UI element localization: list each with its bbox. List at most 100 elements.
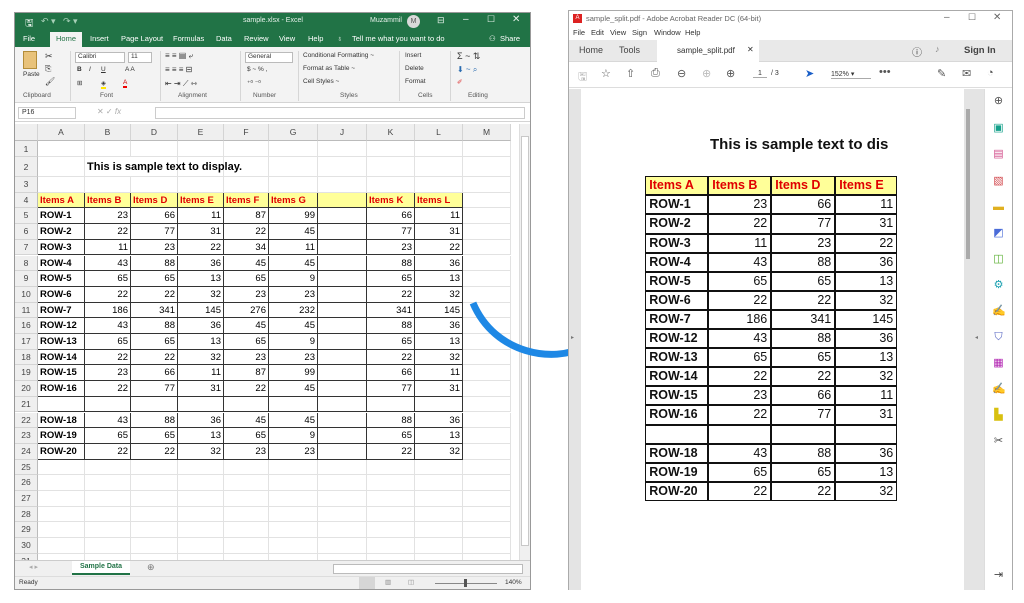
next-page-icon[interactable]: ⊕ (726, 68, 736, 80)
data-cell[interactable] (318, 302, 367, 319)
bold-button[interactable]: B (77, 66, 82, 73)
data-cell[interactable]: 45 (224, 412, 269, 429)
cell[interactable] (224, 553, 269, 560)
tab-tools[interactable]: Tools (619, 45, 641, 55)
data-cell[interactable]: 88 (131, 412, 178, 429)
tab-home[interactable]: Home (579, 45, 604, 55)
data-cell[interactable]: ROW-15 (38, 365, 85, 382)
currency-percent-icons[interactable]: $ ~ % , (247, 66, 268, 73)
data-cell[interactable]: 32 (415, 349, 463, 366)
cell[interactable] (415, 491, 463, 507)
ribbon-display-icon[interactable]: ⊟ (437, 15, 445, 25)
cell[interactable] (463, 459, 511, 476)
data-cell[interactable]: 13 (415, 334, 463, 350)
data-cell[interactable] (178, 396, 224, 413)
cell[interactable] (415, 177, 463, 193)
cell[interactable] (38, 475, 85, 491)
data-cell[interactable]: 11 (178, 365, 224, 382)
copy-icon[interactable]: ⎘ (45, 64, 52, 73)
tab-formulas[interactable]: Formulas (173, 34, 205, 43)
cell[interactable] (463, 506, 511, 523)
data-cell[interactable]: ROW-3 (38, 239, 85, 256)
data-cell[interactable]: 11 (415, 208, 463, 225)
data-cell[interactable]: 22 (367, 286, 415, 303)
zoom-slider-thumb[interactable] (464, 579, 467, 587)
data-cell[interactable]: 36 (415, 318, 463, 334)
cell[interactable] (463, 192, 511, 209)
data-cell[interactable]: 45 (269, 318, 318, 334)
data-cell[interactable] (318, 428, 367, 444)
cell[interactable] (463, 177, 511, 193)
previous-page-icon[interactable]: ⊕ (702, 68, 712, 80)
data-cell[interactable] (318, 224, 367, 240)
data-cell[interactable]: 23 (367, 239, 415, 256)
tab-help[interactable]: Help (308, 34, 324, 43)
data-cell[interactable]: ROW-5 (38, 271, 85, 287)
data-cell[interactable]: 45 (269, 224, 318, 240)
data-cell[interactable]: 341 (131, 302, 178, 319)
cell[interactable] (269, 522, 318, 539)
cell[interactable] (367, 475, 415, 491)
data-cell[interactable]: 341 (367, 302, 415, 319)
data-cell[interactable]: ROW-1 (38, 208, 85, 225)
data-cell[interactable] (85, 396, 131, 413)
cell[interactable] (415, 553, 463, 560)
page-number-input[interactable]: 1 (753, 70, 767, 78)
cell[interactable] (318, 538, 367, 554)
data-cell[interactable]: 11 (415, 365, 463, 382)
format-cells-button[interactable]: Format (405, 78, 426, 85)
cell[interactable] (224, 459, 269, 476)
header-cell[interactable]: Items G (269, 192, 318, 209)
close-tab-icon[interactable]: ✕ (747, 45, 754, 54)
data-cell[interactable]: 23 (85, 365, 131, 382)
data-cell[interactable]: 45 (224, 318, 269, 334)
prepare-form-icon[interactable]: ▦ (993, 357, 1004, 369)
tab-page-layout[interactable]: Page Layout (121, 34, 164, 43)
data-cell[interactable]: 22 (367, 349, 415, 366)
header-cell[interactable]: Items F (224, 192, 269, 209)
font-name-select[interactable]: Calibri (75, 52, 125, 63)
cell[interactable] (415, 475, 463, 491)
cell[interactable] (463, 286, 511, 303)
format-painter-icon[interactable]: 🖌 (45, 77, 56, 86)
data-cell[interactable]: 22 (415, 239, 463, 256)
fill-sign-icon[interactable]: ✎ (937, 68, 947, 80)
tab-file[interactable]: File (23, 34, 36, 43)
data-cell[interactable]: 36 (178, 255, 224, 272)
header-cell[interactable] (318, 192, 367, 209)
data-cell[interactable] (318, 349, 367, 366)
data-cell[interactable]: 32 (178, 286, 224, 303)
conditional-formatting-button[interactable]: Conditional Formatting ~ (303, 52, 374, 59)
data-cell[interactable]: 23 (131, 239, 178, 256)
bookmark-star-icon[interactable]: ☆ (601, 68, 611, 80)
data-cell[interactable]: 65 (131, 428, 178, 444)
data-cell[interactable]: 22 (131, 349, 178, 366)
cell[interactable] (463, 302, 511, 319)
cell[interactable] (367, 553, 415, 560)
data-cell[interactable]: 99 (269, 208, 318, 225)
data-cell[interactable]: 31 (415, 381, 463, 397)
data-cell[interactable]: 22 (131, 443, 178, 460)
data-cell[interactable]: 88 (367, 412, 415, 429)
header-cell[interactable]: Items E (178, 192, 224, 209)
tab-home[interactable]: Home (50, 32, 83, 47)
data-cell[interactable]: 34 (224, 239, 269, 256)
more-tools-icon[interactable]: ✂ (993, 435, 1004, 447)
data-cell[interactable]: 65 (224, 271, 269, 287)
data-cell[interactable]: 66 (367, 365, 415, 382)
data-cell[interactable]: 99 (269, 365, 318, 382)
cell[interactable] (85, 491, 131, 507)
data-cell[interactable]: 13 (415, 428, 463, 444)
menu-sign[interactable]: Sign (632, 28, 648, 37)
data-cell[interactable]: 88 (131, 255, 178, 272)
cell[interactable] (415, 506, 463, 523)
menu-window[interactable]: Window (654, 28, 681, 37)
cell[interactable] (367, 459, 415, 476)
data-cell[interactable]: ROW-2 (38, 224, 85, 240)
more-options-icon[interactable]: ••• (879, 66, 891, 78)
data-cell[interactable]: 45 (269, 381, 318, 397)
menu-help[interactable]: Help (685, 28, 701, 37)
cell[interactable] (85, 141, 131, 157)
sign-in-button[interactable]: Sign In (964, 45, 996, 56)
data-cell[interactable]: 31 (178, 224, 224, 240)
